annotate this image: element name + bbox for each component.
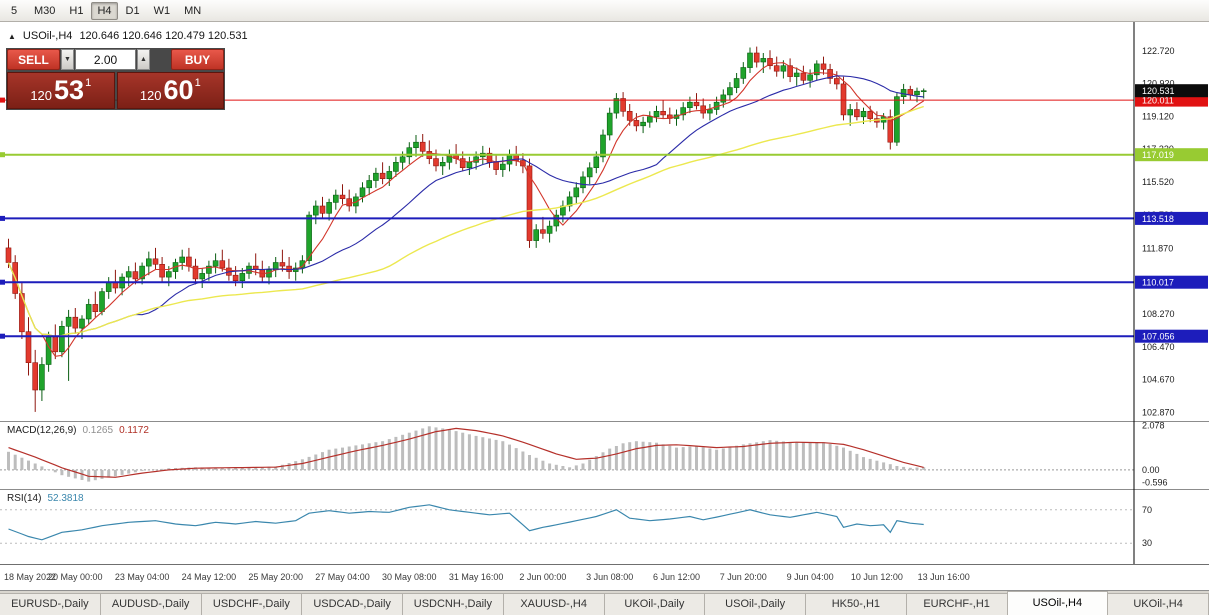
- buy-button[interactable]: BUY: [171, 49, 224, 70]
- timeframe-button-m30[interactable]: M30: [34, 4, 56, 17]
- rsi-level-lines: [0, 509, 1134, 544]
- svg-text:119.120: 119.120: [1142, 111, 1174, 121]
- sell-price[interactable]: 120 53 1: [7, 72, 115, 109]
- date-label: 2 Jun 00:00: [519, 572, 567, 582]
- date-label: 24 May 12:00: [181, 572, 237, 582]
- symbol-period-label: USOil-,H4: [22, 30, 73, 42]
- svg-text:104.670: 104.670: [1142, 375, 1175, 385]
- chart-tab[interactable]: USDCHF-,Daily: [200, 593, 303, 615]
- svg-text:106.470: 106.470: [1142, 342, 1175, 352]
- volume-input[interactable]: [75, 49, 136, 70]
- moving-average-lines: [7, 62, 924, 357]
- timeframe-button-h4[interactable]: H4: [91, 1, 118, 20]
- svg-text:2.078: 2.078: [1142, 421, 1165, 431]
- chart-area[interactable]: 122.720120.920119.120117.320115.520113.7…: [0, 22, 1209, 590]
- one-click-trading-panel: SELL ▼ ▲ BUY 120 53 1 120 60 1: [6, 48, 225, 110]
- candles: [5, 46, 927, 412]
- chart-tab[interactable]: UKOil-,H4: [1107, 593, 1209, 615]
- timeframe-button-h1[interactable]: H1: [69, 4, 84, 17]
- svg-text:122.720: 122.720: [1142, 46, 1175, 56]
- timeframe-button-mn[interactable]: MN: [184, 4, 202, 17]
- ohlc-header: ▲ USOil-,H4 120.646 120.646 120.479 120.…: [8, 30, 248, 42]
- svg-text:111.870: 111.870: [1142, 244, 1173, 254]
- date-label: 3 Jun 08:00: [586, 572, 634, 582]
- svg-text:107.056: 107.056: [1142, 332, 1175, 342]
- svg-text:110.017: 110.017: [1142, 278, 1174, 288]
- horizontal-level-lines[interactable]: [0, 97, 1134, 339]
- date-label: 7 Jun 20:00: [719, 572, 767, 582]
- macd-signal-line: [8, 427, 924, 478]
- time-axis[interactable]: 18 May 2022 20 May 00:00 23 May 04:00 24 Ma…: [0, 564, 1209, 590]
- price-tags: 120.011 117.019 113.518 110.017 107.056 120.5…: [1135, 84, 1208, 343]
- date-label: 31 May 16:00: [448, 572, 504, 582]
- date-label: 10 Jun 12:00: [850, 572, 903, 582]
- chart-tab[interactable]: USDCNH-,Daily: [402, 593, 504, 615]
- svg-text:115.520: 115.520: [1142, 177, 1174, 187]
- macd-signal-value: 0.1172: [119, 425, 149, 436]
- rsi-name: RSI(14): [7, 493, 42, 504]
- chart-tab[interactable]: USOil-,Daily: [704, 593, 806, 615]
- date-label: 18 May 2022: [3, 572, 57, 582]
- macd-pane[interactable]: 2.078 0.00 -0.596: [0, 421, 1209, 489]
- chart-tab[interactable]: EURUSD-,Daily: [0, 593, 101, 615]
- buy-price-sup: 1: [194, 77, 201, 89]
- sell-price-sup: 1: [85, 77, 92, 89]
- rsi-axis-labels: 70 30: [1142, 505, 1152, 548]
- macd-indicator-label: MACD(12,26,9) 0.1265 0.1172: [7, 425, 149, 436]
- volume-increase-button[interactable]: ▲: [137, 49, 150, 70]
- svg-text:70: 70: [1142, 505, 1152, 515]
- buy-price-prefix: 120: [139, 88, 162, 103]
- timeframe-toolbar: 5 M30 H1 H4 D1 W1 MN: [0, 0, 1209, 22]
- date-label: 9 Jun 04:00: [786, 572, 834, 582]
- chart-tab[interactable]: USOil-,H4: [1006, 591, 1109, 615]
- date-label: 13 Jun 16:00: [917, 572, 970, 582]
- macd-axis-labels: 2.078 0.00 -0.596: [1142, 421, 1168, 488]
- timeframe-button-5[interactable]: 5: [10, 4, 18, 17]
- one-click-collapse-icon[interactable]: ▲: [8, 31, 16, 41]
- macd-main-value: 0.1265: [82, 425, 114, 436]
- rsi-pane[interactable]: 70 30: [0, 489, 1209, 564]
- sell-price-big: 53: [54, 75, 85, 105]
- ohlc-values: 120.646 120.646 120.479 120.531: [79, 30, 248, 42]
- sell-button[interactable]: SELL: [7, 49, 60, 70]
- svg-text:120.920: 120.920: [1142, 79, 1175, 89]
- sell-price-prefix: 120: [30, 88, 53, 103]
- date-label: 23 May 04:00: [114, 572, 170, 582]
- timeframe-button-d1[interactable]: D1: [125, 4, 140, 17]
- date-label: 25 May 20:00: [248, 572, 303, 582]
- timeframe-button-w1[interactable]: W1: [153, 4, 171, 17]
- date-label: 20 May 00:00: [48, 572, 103, 582]
- volume-decrease-button[interactable]: ▼: [61, 49, 74, 70]
- date-label: 30 May 08:00: [382, 572, 437, 582]
- chart-tab[interactable]: AUDUSD-,Daily: [99, 593, 202, 615]
- svg-text:0.00: 0.00: [1142, 465, 1160, 475]
- svg-text:113.518: 113.518: [1142, 214, 1174, 224]
- macd-name: MACD(12,26,9): [7, 425, 77, 436]
- date-label: 27 May 04:00: [315, 572, 370, 582]
- buy-price[interactable]: 120 60 1: [116, 72, 224, 109]
- rsi-value: 52.3818: [47, 493, 84, 504]
- svg-text:120.531: 120.531: [1142, 86, 1175, 96]
- buy-price-big: 60: [163, 75, 194, 105]
- chart-tab-bar: EURUSD-,Daily AUDUSD-,Daily USDCHF-,Daily U…: [0, 590, 1209, 615]
- svg-text:30: 30: [1142, 538, 1152, 548]
- svg-text:-0.596: -0.596: [1142, 478, 1168, 488]
- svg-text:117.019: 117.019: [1142, 150, 1174, 160]
- rsi-line: [8, 504, 924, 541]
- chart-tab[interactable]: EURCHF-,H1: [905, 593, 1008, 615]
- rsi-indicator-label: RSI(14) 52.3818: [7, 493, 84, 504]
- chart-tab[interactable]: USDCAD-,Daily: [301, 593, 403, 615]
- chart-tab[interactable]: HK50-,H1: [805, 593, 907, 615]
- svg-text:108.270: 108.270: [1142, 309, 1175, 319]
- svg-text:120.011: 120.011: [1142, 96, 1174, 106]
- date-label: 6 Jun 12:00: [652, 572, 701, 582]
- price-pane[interactable]: 122.720120.920119.120117.320115.520113.7…: [0, 22, 1209, 421]
- svg-text:102.870: 102.870: [1142, 407, 1175, 417]
- chart-tab[interactable]: XAUUSD-,H4: [502, 593, 605, 615]
- chart-tab[interactable]: UKOil-,Daily: [603, 593, 706, 615]
